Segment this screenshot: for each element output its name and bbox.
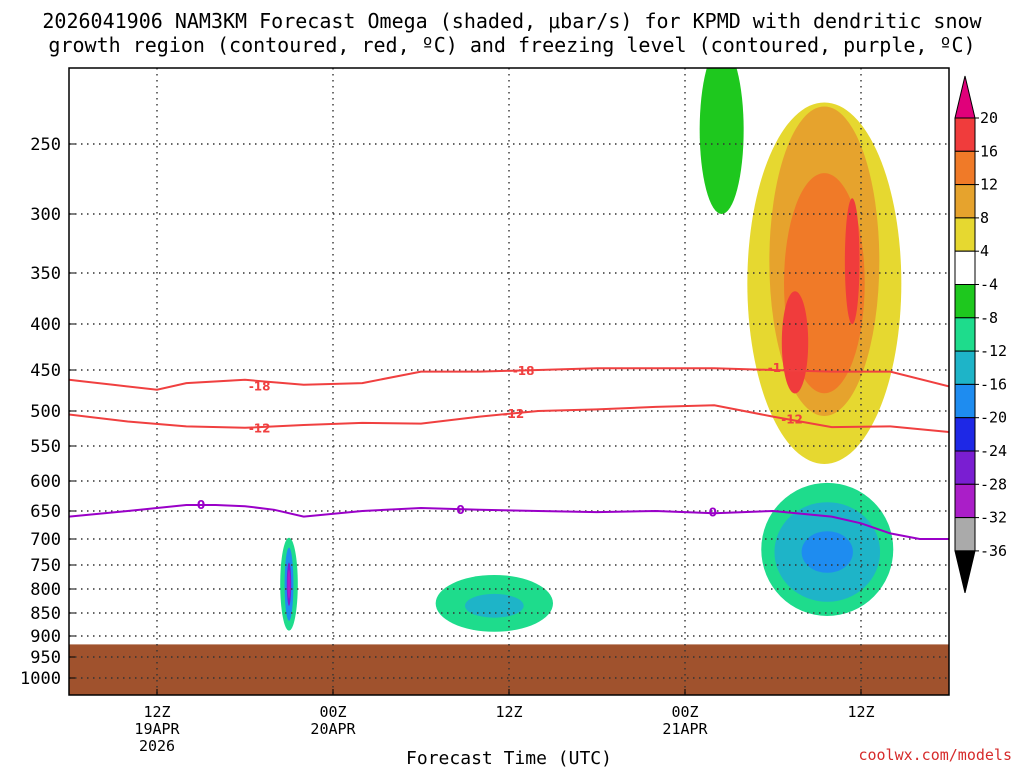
omega-shading	[280, 68, 902, 632]
colorbar-bin	[954, 184, 976, 219]
contour-line-neg18	[69, 367, 949, 391]
x-tick-label: 21APR	[662, 720, 708, 738]
y-tick-label: 800	[30, 580, 61, 600]
chart-title: 2026041906 NAM3KM Forecast Omega (shaded…	[42, 9, 982, 33]
colorbar-bin	[954, 284, 976, 319]
y-tick-label: 850	[30, 604, 61, 624]
colorbar-label: -32	[980, 509, 1007, 527]
chart-subtitle: growth region (contoured, red, ºC) and f…	[48, 33, 975, 57]
colorbar-bin	[954, 250, 976, 285]
y-tick-label: 450	[30, 361, 61, 381]
x-tick-label: 00Z	[319, 703, 346, 721]
colorbar-bin	[954, 417, 976, 452]
y-tick-label: 700	[30, 530, 61, 550]
colorbar-label: 20	[980, 109, 998, 127]
colorbar-label: 4	[980, 242, 989, 260]
colorbar-label: -4	[980, 276, 998, 294]
colorbar-bin	[954, 150, 976, 186]
colorbar-bottom-arrow	[954, 550, 976, 594]
contour-line-neg12	[69, 404, 949, 433]
y-tick-label: 1000	[20, 669, 61, 689]
colorbar-label: -20	[980, 409, 1007, 427]
contour-label: -12	[249, 422, 271, 436]
x-tick-label: 19APR	[134, 720, 180, 738]
x-tick-label: 12Z	[495, 703, 522, 721]
credit-text: coolwx.com/models	[858, 746, 1012, 764]
colorbar-top-arrow	[954, 75, 976, 119]
colorbar-bin	[954, 217, 976, 252]
y-tick-label: 650	[30, 502, 61, 522]
omega-cell-2	[801, 531, 853, 573]
contour-label: -1	[768, 361, 781, 375]
colorbar: 20 16 12 8 4 -4 -8 -12 -16 -20 -24 -28 -32 -36	[954, 75, 1007, 594]
omega-cell-13	[844, 198, 860, 325]
y-tick-label: 250	[30, 135, 61, 155]
omega-cell-4	[465, 593, 524, 618]
y-tick-label: 350	[30, 264, 61, 284]
x-tick-label: 00Z	[671, 703, 698, 721]
contour-label: -12	[503, 407, 525, 421]
colorbar-bin	[954, 517, 976, 552]
x-tick-label: 20APR	[310, 720, 356, 738]
contour-label: 0	[709, 506, 717, 520]
x-axis-title: Forecast Time (UTC)	[406, 748, 612, 768]
x-tick-label: 12Z	[847, 703, 874, 721]
contour-label: 0	[197, 498, 205, 512]
colorbar-label: -24	[980, 442, 1007, 460]
colorbar-bin	[954, 317, 976, 352]
colorbar-bin	[954, 350, 976, 385]
contour-lines: -18 -12 -18 -12 -1 -12 0 0 0	[69, 361, 949, 540]
colorbar-label: -16	[980, 375, 1007, 393]
colorbar-label: -8	[980, 309, 998, 327]
y-tick-label: 750	[30, 556, 61, 576]
y-tick-label: 900	[30, 627, 61, 647]
y-tick-label: 300	[30, 205, 61, 225]
colorbar-label: 16	[980, 142, 998, 160]
contour-line-0	[69, 504, 949, 540]
contour-label: -12	[781, 412, 803, 426]
colorbar-label: -36	[980, 542, 1007, 560]
y-tick-label: 500	[30, 402, 61, 422]
colorbar-label: -12	[980, 342, 1007, 360]
colorbar-bin	[954, 483, 976, 519]
colorbar-bin	[954, 450, 976, 485]
colorbar-label: 12	[980, 176, 998, 194]
y-axis-ticks: 250 300 350 400 450 500 550 600 650 700 750 800 850 9…	[20, 135, 75, 689]
colorbar-bin	[954, 117, 976, 152]
y-tick-label: 550	[30, 437, 61, 457]
colorbar-label: -28	[980, 475, 1007, 493]
x-tick-label: 2026	[139, 737, 175, 755]
contour-label: -18	[513, 364, 535, 378]
contour-label: 0	[456, 503, 464, 517]
y-tick-label: 950	[30, 648, 61, 668]
y-tick-label: 600	[30, 472, 61, 492]
colorbar-label: 8	[980, 209, 989, 227]
colorbar-bin	[954, 383, 976, 419]
y-tick-label: 400	[30, 315, 61, 335]
omega-cell-12	[781, 291, 809, 394]
x-tick-label: 12Z	[143, 703, 170, 721]
omega-cell-8	[287, 569, 291, 599]
omega-cell-14	[699, 68, 744, 214]
contour-label: -18	[249, 379, 271, 393]
